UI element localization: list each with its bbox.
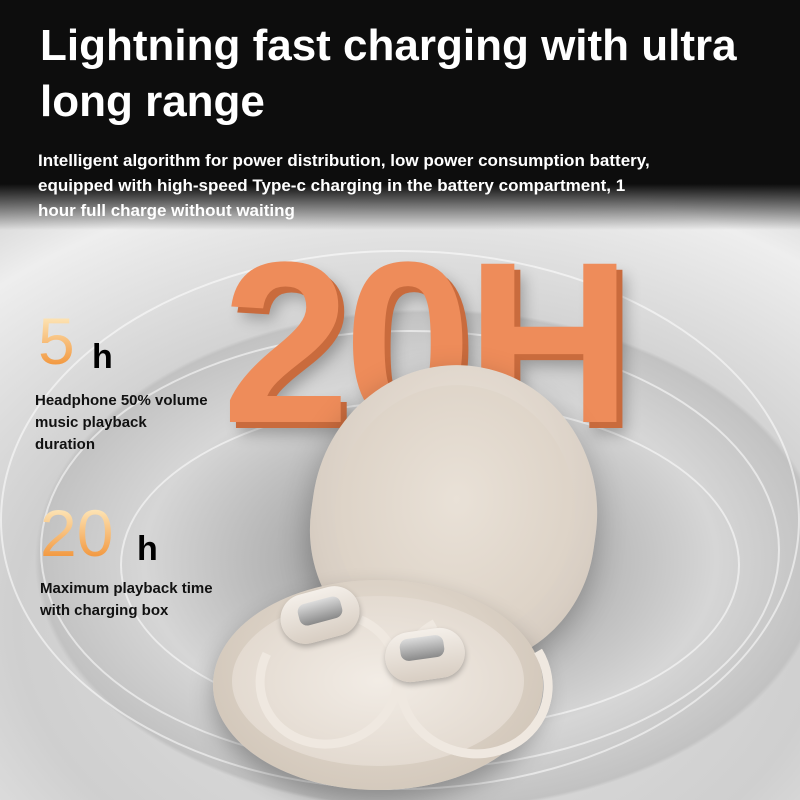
header-background — [0, 0, 800, 230]
description: Intelligent algorithm for power distribu… — [38, 151, 650, 220]
page-title: Lightning fast charging with ultra long … — [40, 21, 737, 126]
stat-20h-unit: h — [137, 530, 158, 568]
stat-5h-value: 5 — [38, 304, 75, 378]
stat-5h-unit: h — [92, 338, 113, 376]
stat-20h-caption: Maximum playback time with charging box — [40, 580, 213, 619]
stat-20h-value: 20 — [40, 496, 114, 570]
stat-5h-caption: Headphone 50% volume music playback dura… — [35, 392, 208, 453]
